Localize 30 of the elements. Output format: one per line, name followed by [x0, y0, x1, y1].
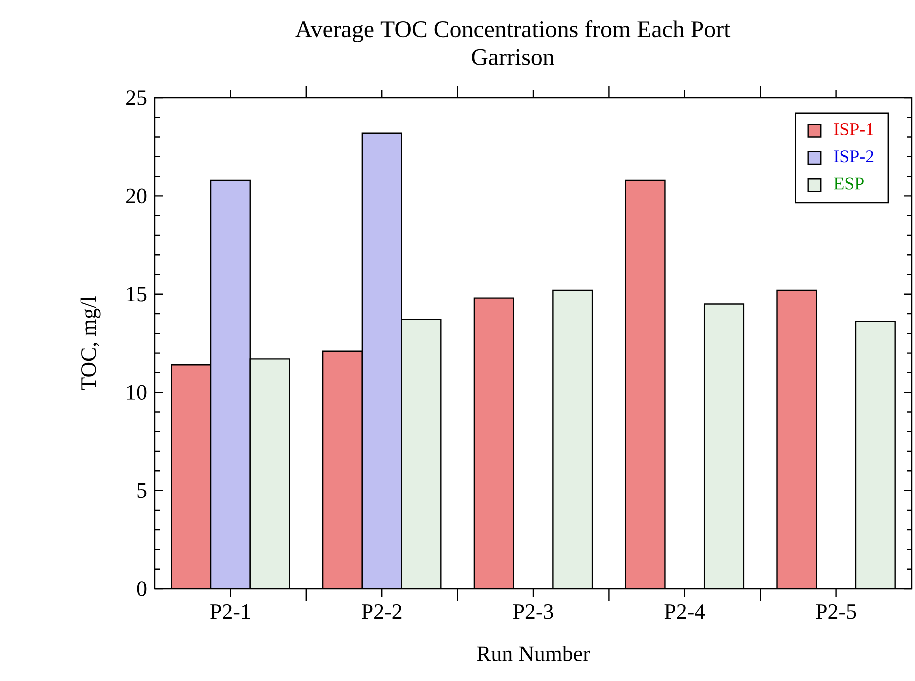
x-tick-label: P2-1 — [210, 604, 250, 620]
bar — [362, 132, 402, 589]
bar — [855, 321, 896, 589]
legend-label: ISP-2 — [834, 150, 874, 163]
bar — [704, 304, 745, 589]
bar — [552, 290, 594, 589]
y-tick-label: 20 — [126, 188, 147, 204]
chart-subtitle: Garrison — [472, 49, 554, 66]
bar — [322, 350, 364, 589]
x-tick-label: P2-3 — [513, 604, 554, 620]
x-tick-label: P2-4 — [664, 604, 706, 620]
bar — [625, 180, 666, 589]
y-tick-label: 5 — [138, 484, 147, 498]
y-tick-label: 15 — [128, 287, 147, 302]
legend-label: ESP — [834, 178, 864, 190]
x-tick-label: P2-5 — [816, 604, 856, 620]
y-axis-title: TOC, mg/l — [80, 296, 101, 390]
y-tick-label: 0 — [137, 582, 147, 596]
bar — [171, 364, 212, 589]
y-tick-label: 25 — [126, 90, 147, 106]
bar — [474, 298, 514, 589]
bar — [776, 290, 818, 589]
y-tick-label: 10 — [128, 385, 147, 400]
legend-label: ISP-1 — [834, 123, 874, 136]
bar — [401, 319, 442, 589]
bar — [250, 358, 290, 589]
x-tick-label: P2-2 — [362, 604, 402, 620]
x-axis-title: Run Number — [477, 646, 590, 662]
chart-title: Average TOC Concentrations from Each Port — [296, 20, 731, 42]
bar — [210, 180, 251, 589]
